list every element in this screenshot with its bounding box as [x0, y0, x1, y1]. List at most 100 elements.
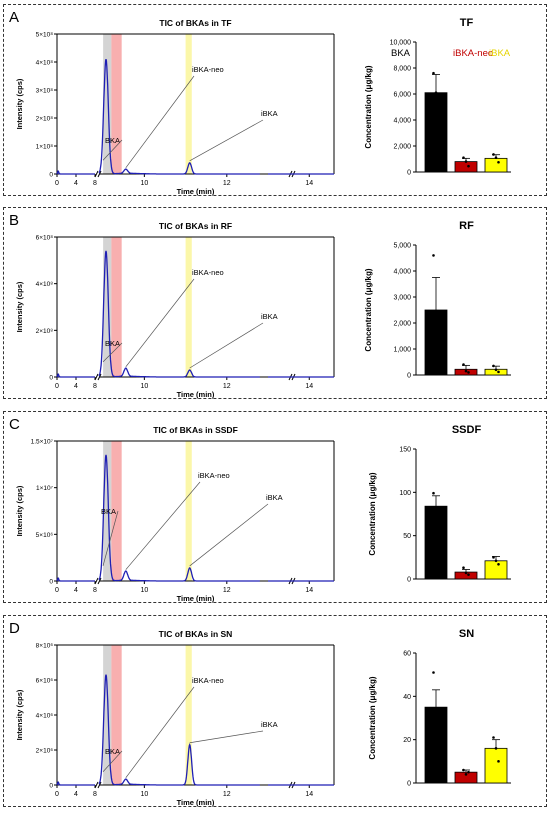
bar-y-tick-label: 2,000: [393, 144, 411, 151]
peak-label-iBKA-neo: iBKA-neo: [192, 676, 224, 685]
bar-BKA: [424, 505, 448, 580]
data-point: [467, 770, 470, 774]
bar-y-tick-label: 50: [403, 533, 411, 540]
legend-iBKA: iBKA: [489, 48, 511, 59]
panel-svg: B TIC of BKAs in RF 0 2×10⁸ 4×10⁸ 6×10⁸ 0 4 8 10 1…: [9, 212, 511, 399]
peak-arrow: [102, 510, 119, 566]
data-point: [494, 156, 498, 159]
x-tick-label: 14: [305, 791, 313, 798]
y-tick-label: 4×10⁶: [36, 713, 54, 720]
bar-y-tick-label: 8,000: [393, 66, 411, 73]
peak-arrow: [125, 75, 195, 169]
data-point: [464, 571, 468, 575]
data-point: [464, 160, 468, 163]
chromatogram-trace: [56, 454, 334, 582]
data-point: [494, 368, 498, 372]
x-tick-label: 10: [140, 383, 148, 390]
x-tick-label: 14: [305, 383, 313, 390]
bar-title: SN: [459, 628, 474, 640]
peak-label-BKA: BKA: [101, 507, 116, 516]
highlight-band: [111, 34, 122, 174]
highlight-band: [111, 645, 122, 785]
y-tick-label: 1×10⁷: [36, 485, 54, 492]
peak-arrow: [189, 503, 269, 567]
highlight-band: [111, 441, 122, 581]
y-tick-label: 1.5×10⁷: [31, 439, 54, 446]
peak-label-iBKA-neo: iBKA-neo: [192, 268, 224, 277]
y-tick-label: 6×10⁸: [36, 235, 54, 242]
chromatogram-trace: [56, 674, 334, 786]
chromatogram-trace: [56, 58, 334, 175]
data-point: [432, 71, 435, 75]
bar-BKA: [424, 92, 448, 173]
data-point: [432, 671, 435, 674]
tic-title: TIC of BKAs in SSDF: [153, 425, 238, 435]
peak-arrow: [189, 730, 264, 744]
x-tick-label: 8: [93, 383, 97, 390]
x-tick-label: 8: [93, 587, 97, 594]
y-tick-label: 0: [49, 783, 53, 790]
x-tick-label: 8: [93, 791, 97, 798]
axis-break-mark: [97, 373, 102, 381]
y-axis-title: Intensity (cps): [15, 485, 24, 536]
peak-arrow: [102, 750, 123, 773]
y-tick-label: 0: [49, 172, 53, 179]
y-tick-label: 3×10⁸: [36, 88, 54, 95]
x-tick-label: 0: [55, 180, 59, 187]
peak-arrow: [189, 322, 264, 369]
bar-y-tick-label: 4,000: [393, 118, 411, 125]
bar-iBKA: [484, 157, 508, 173]
peak-arrow: [102, 342, 123, 363]
peak-arrow: [125, 278, 195, 368]
bar-y-axis-title: Concentration (μg/kg): [364, 65, 373, 148]
bar-title: TF: [460, 17, 474, 29]
bar-title: SSDF: [452, 424, 482, 436]
data-point: [464, 773, 468, 776]
bar-y-tick-label: 2,000: [393, 321, 411, 328]
data-point: [437, 95, 440, 98]
data-point: [462, 156, 465, 159]
x-tick-label: 4: [74, 383, 78, 390]
x-tick-label: 4: [74, 180, 78, 187]
peak-label-iBKA-neo: iBKA-neo: [192, 65, 224, 74]
bar-BKA: [424, 309, 448, 376]
panel-letter: C: [9, 416, 20, 433]
bar-y-axis-title: Concentration (μg/kg): [368, 472, 377, 555]
x-tick-label: 0: [55, 587, 59, 594]
data-point: [437, 342, 440, 346]
panel-svg: D TIC of BKAs in SN 0 2×10⁶ 4×10⁶ 6×10⁶ 8×10⁶ 0…: [9, 620, 511, 807]
peak-label-BKA: BKA: [105, 136, 120, 145]
bar-y-tick-label: 100: [399, 490, 411, 497]
data-point: [497, 370, 500, 374]
data-point: [494, 747, 498, 750]
x-tick-label: 0: [55, 791, 59, 798]
x-tick-label: 10: [140, 587, 148, 594]
data-point: [462, 566, 465, 570]
panel-A: A TIC of BKAs in TF 0 1×10⁸ 2×10⁸ 3×10⁸ 4×10⁸ 5…: [3, 4, 547, 196]
highlight-band: [111, 237, 122, 377]
data-point: [497, 562, 500, 566]
x-tick-label: 14: [305, 180, 313, 187]
panel-D: D TIC of BKAs in SN 0 2×10⁶ 4×10⁶ 6×10⁶ 8×10⁶ 0…: [3, 615, 547, 807]
legend-BKA: BKA: [391, 48, 411, 59]
data-point: [497, 160, 500, 164]
bar-y-tick-label: 60: [403, 651, 411, 658]
panel-svg: C TIC of BKAs in SSDF 0 5×10⁶ 1×10⁷ 1.5×10⁷ 0 4…: [9, 416, 511, 603]
peak-label-iBKA: iBKA: [261, 312, 278, 321]
bar-y-tick-label: 0: [407, 373, 411, 380]
x-tick-label: 0: [55, 383, 59, 390]
highlight-band: [185, 34, 192, 174]
x-tick-label: 12: [223, 180, 231, 187]
x-tick-label: 10: [140, 791, 148, 798]
y-tick-label: 5×10⁶: [36, 532, 54, 539]
y-tick-label: 4×10⁸: [36, 60, 54, 67]
highlight-band: [103, 237, 112, 377]
y-tick-label: 4×10⁸: [36, 281, 54, 288]
peak-label-iBKA: iBKA: [261, 720, 278, 729]
bar-y-tick-label: 20: [403, 737, 411, 744]
panel-letter: A: [9, 9, 19, 26]
y-tick-label: 1×10⁸: [36, 144, 54, 151]
tic-title: TIC of BKAs in RF: [159, 221, 232, 231]
data-point: [434, 506, 438, 510]
y-tick-label: 5×10⁸: [36, 32, 54, 39]
